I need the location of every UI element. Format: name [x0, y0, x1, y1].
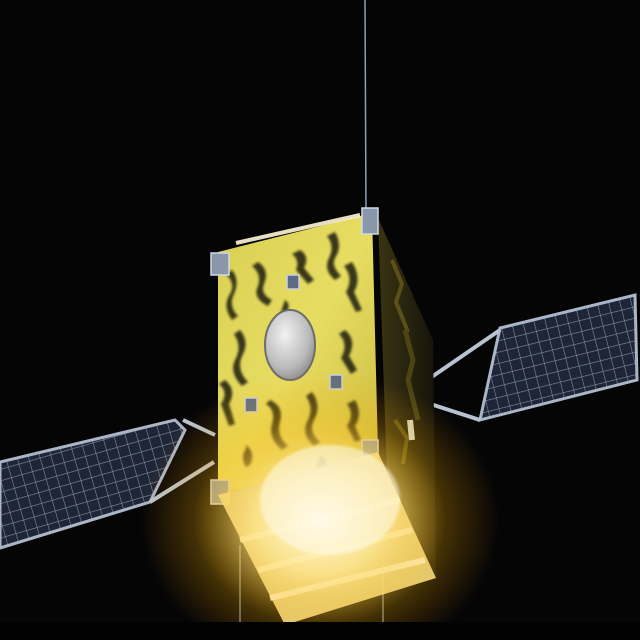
glare-core [260, 445, 400, 555]
solar-panel-icon [478, 293, 639, 423]
glare-spot [407, 419, 415, 441]
support-wire [364, 0, 367, 216]
corner-bracket [361, 207, 379, 235]
sensor-port-icon [286, 274, 300, 290]
top-edge-highlight [235, 213, 361, 245]
bottom-shadow [0, 622, 640, 640]
sensor-port-icon [264, 309, 316, 381]
corner-bracket [210, 252, 230, 276]
